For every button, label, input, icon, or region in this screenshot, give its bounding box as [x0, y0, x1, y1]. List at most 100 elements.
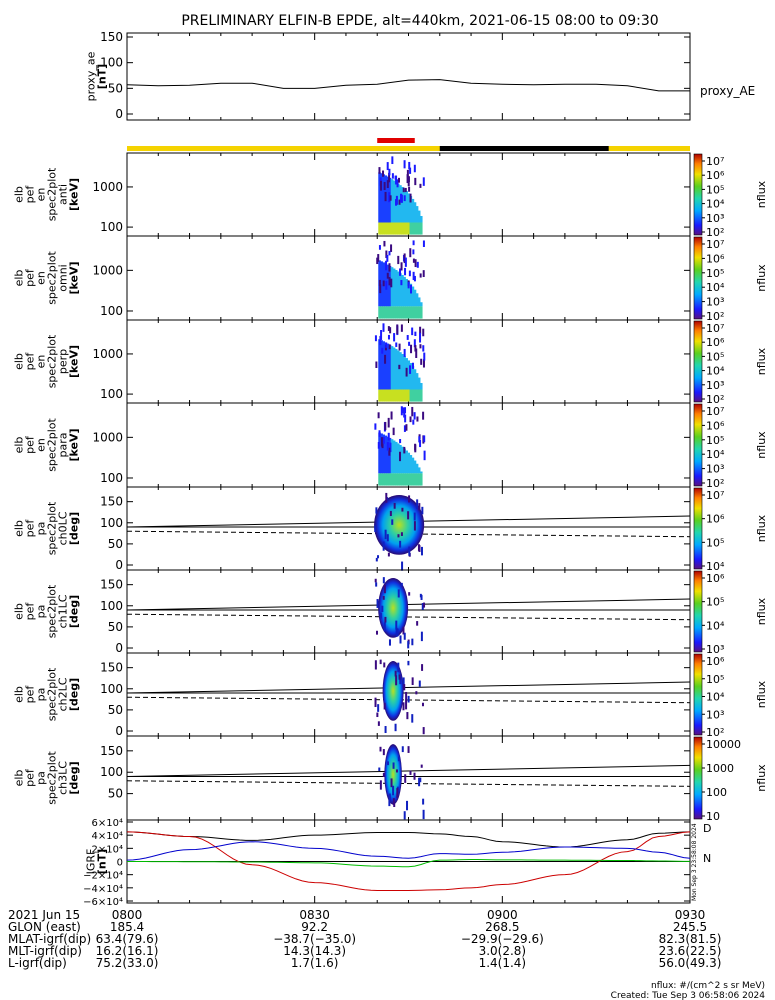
spectrogram-speckle: [419, 326, 422, 334]
spectrogram-speckle: [414, 259, 417, 268]
colorbar-tick-label: 10⁴: [706, 365, 725, 378]
pitch-angle-speckle: [396, 628, 399, 637]
spectrogram-speckle: [396, 179, 399, 188]
spectrogram-pixel: [405, 222, 408, 235]
ylabel-line: elb: [13, 186, 26, 203]
spectrogram-pixel: [397, 271, 400, 307]
spectrogram-pixel: [382, 306, 386, 319]
spectrogram-speckle: [412, 240, 415, 246]
colorbar-label-group: nflux: [755, 180, 768, 208]
pitch-angle-speckle: [405, 691, 408, 701]
y-tick-label: 1000: [92, 430, 123, 444]
spectrogram-pixel: [388, 344, 392, 390]
ylabel-line: elb: [13, 520, 26, 537]
colorbar: [693, 403, 703, 487]
spectrogram-speckle: [374, 335, 377, 342]
ylabel-line: spec2plot: [46, 251, 59, 305]
igrf-series-bx: [126, 841, 691, 861]
spectrogram-speckle: [400, 279, 403, 286]
colorbar-label: nflux: [755, 764, 768, 792]
panel-frame: [126, 652, 691, 737]
spectrogram-speckle: [390, 244, 393, 252]
colorbar-tick-label: 10⁵: [706, 183, 724, 196]
ylabel-line: elb: [13, 353, 26, 370]
colorbar-tick-label: 10⁷: [706, 155, 724, 168]
spectrogram-speckle: [404, 187, 407, 193]
pitch-angle-speckle: [388, 793, 391, 803]
spectrogram-pixel: [419, 383, 423, 390]
spectrogram-pixel: [394, 306, 398, 319]
spectrogram-speckle: [410, 284, 413, 294]
footer-value: 63.4(79.6): [96, 932, 159, 946]
colorbar-tick-label: 10⁴: [706, 619, 725, 632]
spectrogram-pixel: [378, 306, 381, 319]
pitch-angle-speckle: [404, 774, 407, 783]
colorbar-label: nflux: [755, 514, 768, 542]
colorbar-tick-label: 10²: [706, 477, 724, 490]
y-tick-label: 100: [100, 765, 123, 779]
spectrogram-pixel: [378, 389, 381, 402]
pitch-angle-speckle: [421, 506, 424, 515]
ylabel-line: spec2plot: [46, 167, 59, 221]
ylabel-line: elb: [13, 686, 26, 703]
colorbar-label-group: nflux: [755, 764, 768, 792]
y-tick-label: 100: [100, 387, 123, 401]
spectrogram-pixel: [413, 369, 417, 390]
spectrogram-pixel: [380, 389, 383, 402]
colorbar-tick-label: 10⁶: [706, 572, 725, 585]
pitch-angle-speckle: [408, 546, 411, 556]
colorbar-tick-label: 10³: [706, 296, 724, 309]
pitch-angle-speckle: [418, 777, 421, 787]
spectrogram-pixel: [392, 306, 396, 319]
spectrogram-blob: [376, 240, 425, 319]
spectrogram-pixel: [411, 389, 415, 402]
colorbar: [693, 487, 703, 570]
colorbar-label-group: nflux: [755, 680, 768, 708]
spectrogram-speckle: [387, 417, 390, 428]
colorbar-tick-label: 10⁶: [706, 336, 725, 349]
spectrogram-pixel: [419, 306, 423, 319]
spectrogram-speckle: [383, 240, 386, 247]
ylabel-line: [deg]: [68, 761, 81, 794]
colorbar-label-group: nflux: [755, 597, 768, 625]
spectrogram-speckle: [386, 272, 389, 279]
spectrogram-pixel: [411, 365, 415, 390]
pitch-angle-speckle: [394, 670, 397, 677]
ylabel-line: [deg]: [68, 678, 81, 711]
pitch-angle-speckle: [382, 577, 385, 584]
spectrogram-speckle: [400, 324, 403, 332]
spectrogram-speckle: [383, 181, 386, 191]
pitch-angle-blob: [382, 661, 404, 721]
spectrogram-pixel: [405, 306, 408, 319]
footer-row-label: MLT-igrf(dip): [8, 944, 82, 958]
spectrogram-pixel: [390, 306, 394, 319]
pitch-angle-speckle: [421, 603, 424, 610]
spectrogram-pixel: [411, 457, 415, 474]
pitch-angle-speckle: [395, 675, 398, 686]
spectrogram-pixel: [403, 473, 406, 486]
spectrogram-speckle: [390, 411, 393, 420]
side-stamp: Mon Sep 3 23:58:08 2024: [691, 823, 698, 901]
spectrogram-pixel: [403, 276, 406, 307]
spectrogram-pixel: [394, 348, 398, 390]
spectrogram-speckle: [416, 416, 419, 422]
spectrogram-speckle: [395, 342, 398, 347]
spectrogram-speckle: [386, 162, 389, 171]
spectrogram-pixel: [397, 222, 400, 235]
spectrogram-pixel: [401, 446, 404, 474]
spectrogram-speckle: [407, 178, 410, 187]
spectrogram-speckle: [395, 175, 398, 185]
y-tick-label: 100: [100, 599, 123, 613]
spectrogram-speckle: [379, 335, 382, 346]
colorbar-tick-label: 10⁵: [706, 350, 724, 363]
spectrogram-speckle: [403, 160, 406, 169]
igrf-series-btot: [126, 831, 691, 848]
spectrogram-pixel: [415, 306, 419, 319]
colorbar-label-group: nflux: [755, 347, 768, 375]
